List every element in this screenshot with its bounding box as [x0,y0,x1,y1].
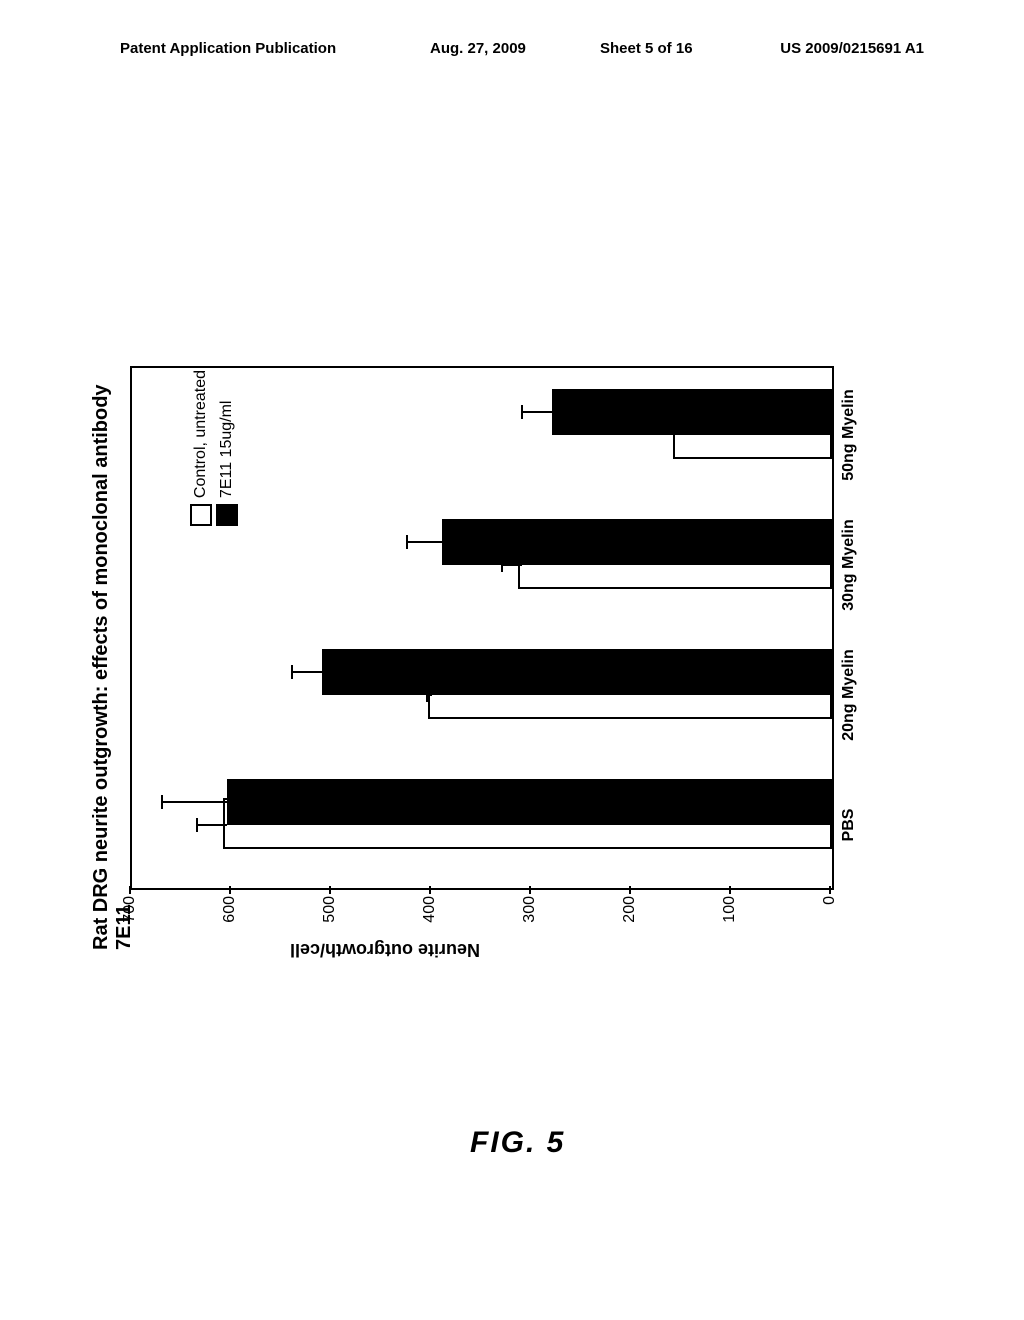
error-cap [196,818,198,832]
y-tick [629,886,631,894]
header-docnum: US 2009/0215691 A1 [780,40,924,57]
y-axis-label: Neurite outgrowth/cell [290,939,480,960]
bar-treated [442,519,832,566]
y-tick-label: 500 [321,896,339,932]
error-cap [406,535,408,549]
y-tick-label: 300 [521,896,539,932]
bar-treated [227,779,832,826]
y-tick-label: 700 [121,896,139,932]
x-category-label: 50ng Myelin [840,375,858,495]
legend: Control, untreated 7E11 15ug/ml [190,370,242,526]
y-tick [129,886,131,894]
y-tick [229,886,231,894]
error-bar [162,801,227,803]
legend-label-control: Control, untreated [192,370,210,498]
y-tick-label: 0 [821,896,839,932]
error-bar [407,541,442,543]
y-tick-label: 200 [621,896,639,932]
legend-swatch-open [190,504,212,526]
x-category-label: 20ng Myelin [840,635,858,755]
header-date: Aug. 27, 2009 [430,40,526,57]
legend-item-control: Control, untreated [190,370,212,526]
y-tick [729,886,731,894]
y-tick-label: 400 [421,896,439,932]
chart-container: Rat DRG neurite outgrowth: effects of mo… [130,350,930,950]
legend-swatch-filled [216,504,238,526]
y-tick-label: 600 [221,896,239,932]
header-left: Patent Application Publication [120,40,336,57]
bar-treated [322,649,832,696]
figure-caption: FIG. 5 [470,1126,565,1160]
y-tick [429,886,431,894]
x-category-label: PBS [840,765,858,885]
error-bar [197,824,227,826]
error-cap [291,665,293,679]
legend-label-treated: 7E11 15ug/ml [218,401,236,499]
error-cap [521,405,523,419]
legend-item-treated: 7E11 15ug/ml [216,370,238,526]
y-tick [329,886,331,894]
y-tick [829,886,831,894]
bar-treated [552,389,832,436]
header-sheet: Sheet 5 of 16 [600,40,693,57]
error-cap [161,795,163,809]
y-tick [529,886,531,894]
error-bar [522,411,552,413]
y-tick-label: 100 [721,896,739,932]
error-bar [292,671,322,673]
x-category-label: 30ng Myelin [840,505,858,625]
